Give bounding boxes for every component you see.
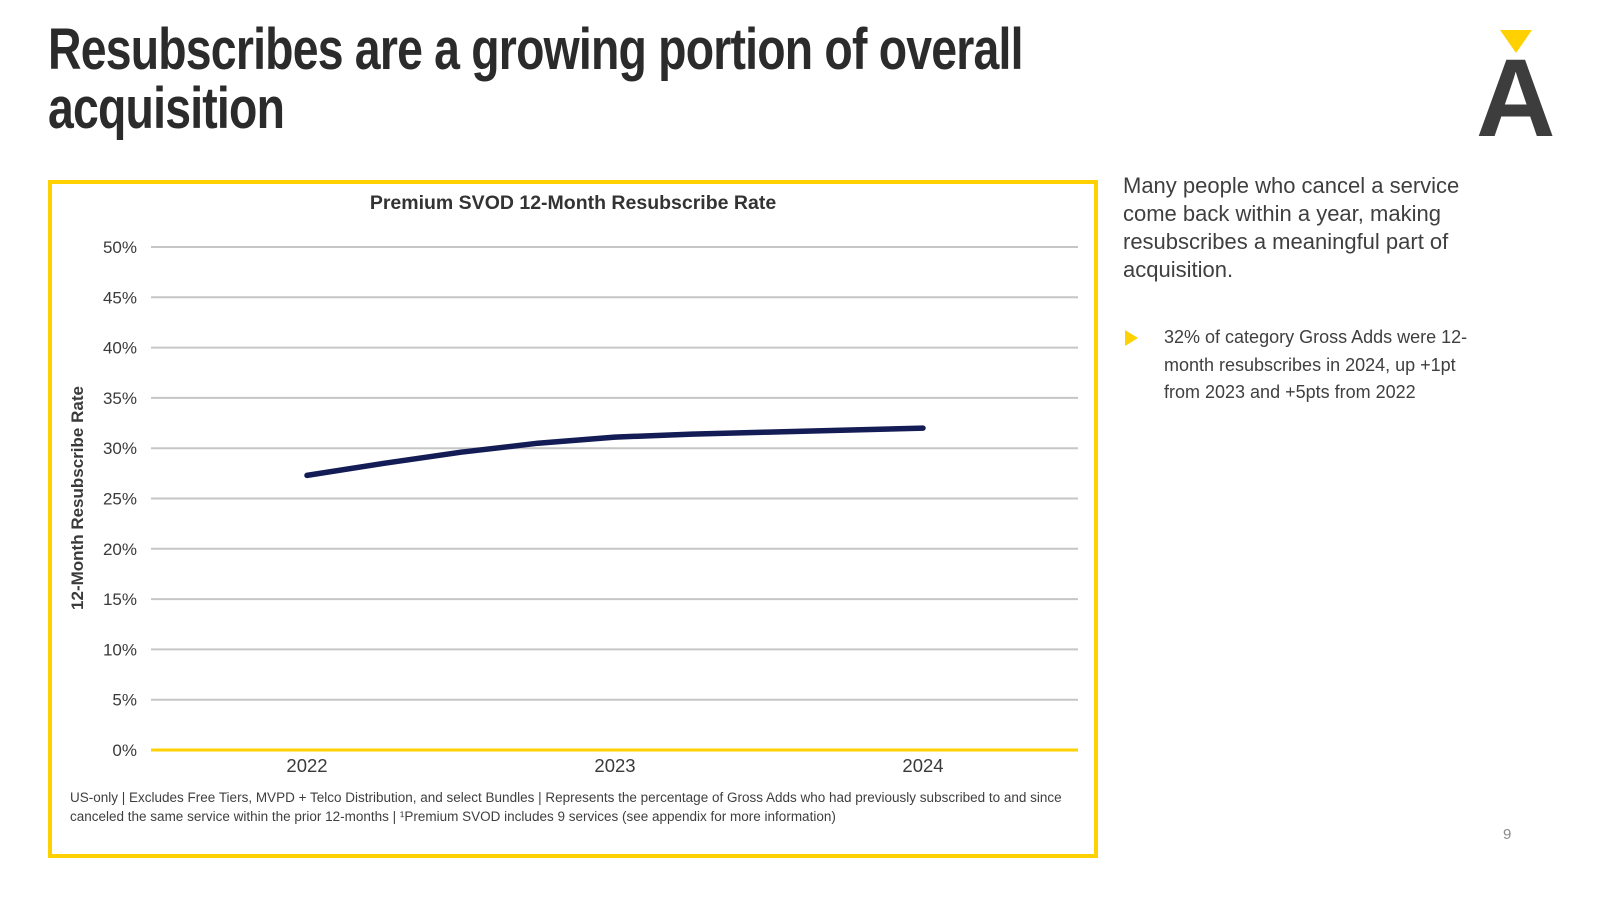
y-tick-label: 50% <box>103 238 137 257</box>
chart-title: Premium SVOD 12-Month Resubscribe Rate <box>369 192 777 214</box>
page-number: 9 <box>1503 826 1512 843</box>
resubscribe-rate-line <box>304 425 926 479</box>
resubscribe-rate-chart: 0% 5% 10% 15% 20% 25% 30% 35% 40% 45% 50% 2022 2023 2… <box>68 238 1078 776</box>
chart-footnote: US-only | Excludes Free Tiers, MVPD + Te… <box>70 790 1062 824</box>
y-tick-label: 35% <box>103 389 137 408</box>
x-tick-label: 2023 <box>594 755 635 776</box>
y-tick-label: 5% <box>112 691 137 710</box>
logo-triangle-icon <box>1500 30 1532 53</box>
page-title: Resubscribes are a growing portion of ov… <box>48 17 1024 141</box>
commentary-panel: Many people who cancel a service come ba… <box>1123 172 1505 407</box>
chart-card: Premium SVOD 12-Month Resubscribe Rate 0… <box>48 180 1098 858</box>
bullet-triangle-icon <box>1125 330 1138 346</box>
y-axis-title: 12-Month Resubscribe Rate <box>68 386 87 610</box>
antenna-logo: A <box>1460 0 1580 154</box>
x-tick-label: 2024 <box>902 755 943 776</box>
y-tick-label: 0% <box>112 741 137 760</box>
y-tick-label: 10% <box>103 640 137 659</box>
y-tick-label: 30% <box>103 439 137 458</box>
bullet-item: 32% of category Gross Adds were 12-month… <box>1123 324 1505 407</box>
commentary-intro: Many people who cancel a service come ba… <box>1123 173 1460 282</box>
y-tick-label: 40% <box>103 339 137 358</box>
page-title-line-1: Resubscribes are a growing portion of ov… <box>48 17 1024 82</box>
bullet-text: 32% of category Gross Adds were 12-month… <box>1164 327 1468 402</box>
x-tick-label: 2022 <box>286 755 327 776</box>
y-tick-label: 20% <box>103 540 137 559</box>
y-tick-label: 45% <box>103 288 137 307</box>
y-tick-label: 15% <box>103 590 137 609</box>
logo-letter-a: A <box>1476 37 1556 160</box>
y-tick-label: 25% <box>103 490 137 509</box>
page-title-line-2: acquisition <box>48 76 285 141</box>
